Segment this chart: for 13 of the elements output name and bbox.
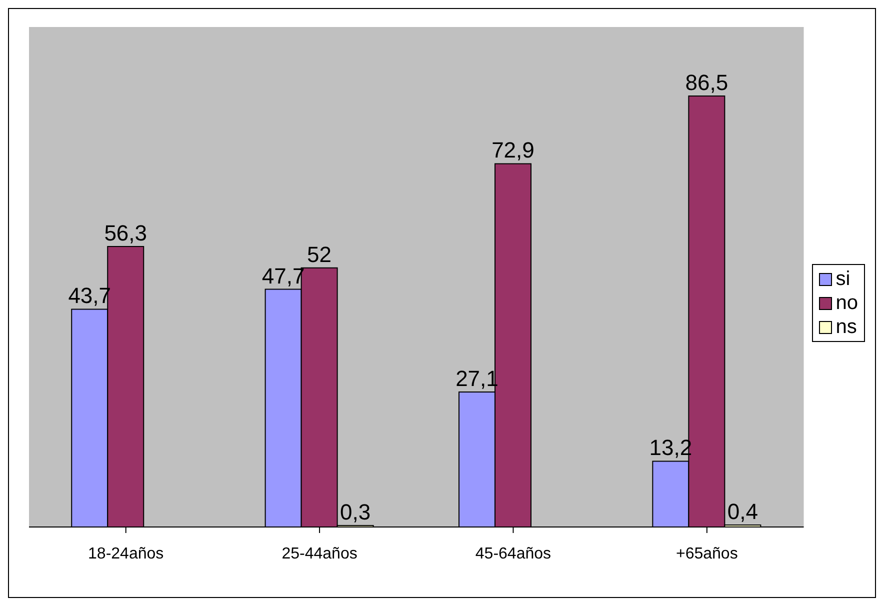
legend-label: si (834, 267, 852, 291)
data-label: 86,5 (685, 70, 728, 95)
x-tick-label: 25-44años (282, 545, 358, 562)
data-label: 0,3 (340, 500, 371, 525)
x-tick-label: +65años (676, 545, 738, 562)
x-tick-label: 45-64años (475, 545, 552, 562)
data-label: 0,4 (727, 499, 758, 524)
legend-label: ns (834, 315, 858, 339)
data-label: 72,9 (492, 138, 534, 163)
data-label: 56,3 (104, 220, 148, 246)
data-label: 52 (307, 242, 332, 267)
x-tick-label: 18-24años (88, 545, 164, 562)
legend-label: no (834, 291, 858, 315)
